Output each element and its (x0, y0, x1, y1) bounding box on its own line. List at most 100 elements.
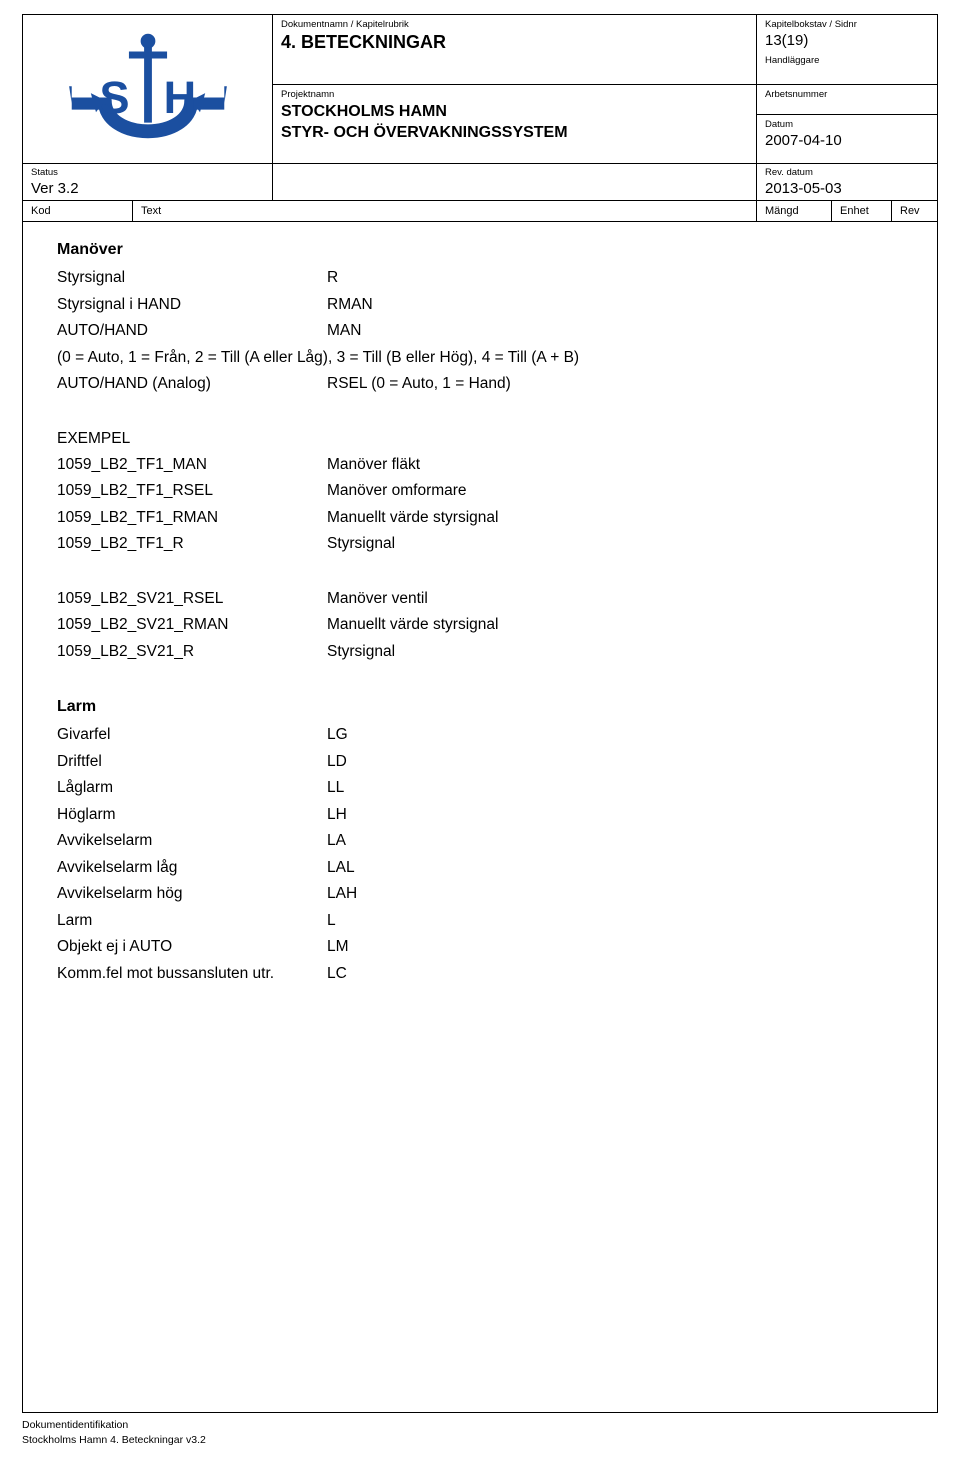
larm-val: LL (327, 777, 917, 799)
larm-key: Höglarm (57, 804, 327, 826)
arbetsnummer-label: Arbetsnummer (765, 89, 929, 100)
status-value: Ver 3.2 (31, 180, 264, 197)
manover-key: AUTO/HAND (Analog) (57, 373, 327, 395)
larm-val: LM (327, 936, 917, 958)
larm-val: LAH (327, 883, 917, 905)
project-line1: STOCKHOLMS HAMN (281, 102, 748, 122)
exempel-val: Manöver omformare (327, 480, 917, 502)
larm-val: LG (327, 724, 917, 746)
exempel-val: Manuellt värde styrsignal (327, 614, 917, 636)
larm-key: Driftfel (57, 751, 327, 773)
manover-row: Styrsignal R (57, 267, 917, 289)
section-manover-title: Manöver (57, 238, 917, 261)
larm-key: Givarfel (57, 724, 327, 746)
larm-val: L (327, 910, 917, 932)
larm-row: Avvikelselarm hög LAH (57, 883, 917, 905)
project-cell: Projektnamn STOCKHOLMS HAMN STYR- OCH ÖV… (273, 85, 757, 164)
manover-row: AUTO/HAND MAN (57, 320, 917, 342)
manover-val: R (327, 267, 917, 289)
manover-val: RSEL (0 = Auto, 1 = Hand) (327, 373, 917, 395)
revdatum-cell: Rev. datum 2013-05-03 (757, 164, 937, 200)
footer: Dokumentidentifikation Stockholms Hamn 4… (22, 1419, 938, 1446)
exempel-row: 1059_LB2_TF1_RMAN Manuellt värde styrsig… (57, 507, 917, 529)
larm-row: Larm L (57, 910, 917, 932)
footer-value: Stockholms Hamn 4. Beteckningar v3.2 (22, 1434, 938, 1446)
exempel-key: 1059_LB2_TF1_RMAN (57, 507, 327, 529)
exempel-val: Manöver fläkt (327, 454, 917, 476)
document-frame: S H Dokumentnamn / Kapitelrubrik 4. BETE… (22, 14, 938, 1413)
larm-val: LH (327, 804, 917, 826)
exempel-val: Styrsignal (327, 641, 917, 663)
larm-row: Komm.fel mot bussansluten utr. LC (57, 963, 917, 985)
larm-row: Låglarm LL (57, 777, 917, 799)
larm-row: Givarfel LG (57, 724, 917, 746)
larm-val: LAL (327, 857, 917, 879)
status-mid-cell (273, 164, 757, 200)
logo-letter-h: H (163, 72, 196, 123)
doc-name-label: Dokumentnamn / Kapitelrubrik (281, 19, 748, 30)
doc-name-value: 4. BETECKNINGAR (281, 32, 748, 53)
arbetsnummer-cell: Arbetsnummer (757, 85, 937, 115)
exempel-row: 1059_LB2_SV21_RMAN Manuellt värde styrsi… (57, 614, 917, 636)
larm-key: Avvikelselarm (57, 830, 327, 852)
exempel-key: 1059_LB2_SV21_R (57, 641, 327, 663)
header-right-stack: Arbetsnummer Datum 2007-04-10 (757, 85, 937, 164)
manover-key: AUTO/HAND (57, 320, 327, 342)
datum-cell: Datum 2007-04-10 (757, 115, 937, 153)
exempel-key: 1059_LB2_TF1_MAN (57, 454, 327, 476)
header-grid: S H Dokumentnamn / Kapitelrubrik 4. BETE… (23, 15, 937, 164)
larm-row: Avvikelselarm LA (57, 830, 917, 852)
pagenr-label: Kapitelbokstav / Sidnr (765, 19, 929, 30)
larm-row: Driftfel LD (57, 751, 917, 773)
manover-key: Styrsignal i HAND (57, 294, 327, 316)
logo-letter-s: S (99, 72, 129, 123)
pagenr-value: 13(19) (765, 32, 929, 49)
col-enhet: Enhet (832, 201, 892, 221)
larm-row: Avvikelselarm låg LAL (57, 857, 917, 879)
exempel-row: 1059_LB2_SV21_RSEL Manöver ventil (57, 588, 917, 610)
body-area: Manöver Styrsignal R Styrsignal i HAND R… (23, 222, 937, 1412)
datum-value: 2007-04-10 (765, 132, 929, 149)
revdatum-value: 2013-05-03 (765, 180, 929, 197)
col-kod: Kod (23, 201, 133, 221)
section-larm-title: Larm (57, 695, 917, 718)
col-text: Text (133, 201, 757, 221)
exempel-val: Manuellt värde styrsignal (327, 507, 917, 529)
exempel-val: Manöver ventil (327, 588, 917, 610)
manover-row: AUTO/HAND (Analog) RSEL (0 = Auto, 1 = H… (57, 373, 917, 395)
exempel-val: Styrsignal (327, 533, 917, 555)
doc-name-cell: Dokumentnamn / Kapitelrubrik 4. BETECKNI… (273, 15, 757, 85)
status-cell: Status Ver 3.2 (23, 164, 273, 200)
project-line2: STYR- OCH ÖVERVAKNINGSSYSTEM (281, 123, 748, 143)
exempel-key: 1059_LB2_SV21_RSEL (57, 588, 327, 610)
status-row: Status Ver 3.2 Rev. datum 2013-05-03 (23, 164, 937, 201)
larm-val: LC (327, 963, 917, 985)
larm-key: Avvikelselarm hög (57, 883, 327, 905)
larm-key: Komm.fel mot bussansluten utr. (57, 963, 327, 985)
handlaggar-label: Handläggare (765, 55, 929, 66)
column-headers: Kod Text Mängd Enhet Rev (23, 201, 937, 222)
manover-val: MAN (327, 320, 917, 342)
exempel-key: 1059_LB2_SV21_RMAN (57, 614, 327, 636)
manover-val: RMAN (327, 294, 917, 316)
manover-key: Styrsignal (57, 267, 327, 289)
project-label: Projektnamn (281, 89, 748, 100)
pagenr-cell: Kapitelbokstav / Sidnr 13(19) Handläggar… (757, 15, 937, 85)
larm-key: Låglarm (57, 777, 327, 799)
col-rev: Rev (892, 201, 937, 221)
exempel-key: 1059_LB2_TF1_RSEL (57, 480, 327, 502)
larm-val: LD (327, 751, 917, 773)
larm-row: Objekt ej i AUTO LM (57, 936, 917, 958)
logo-cell: S H (23, 15, 273, 163)
exempel-row: 1059_LB2_TF1_R Styrsignal (57, 533, 917, 555)
larm-key: Avvikelselarm låg (57, 857, 327, 879)
manover-row: Styrsignal i HAND RMAN (57, 294, 917, 316)
exempel-key: 1059_LB2_TF1_R (57, 533, 327, 555)
manover-fullrow: (0 = Auto, 1 = Från, 2 = Till (A eller L… (57, 347, 917, 369)
larm-key: Objekt ej i AUTO (57, 936, 327, 958)
exempel-row: 1059_LB2_TF1_RSEL Manöver omformare (57, 480, 917, 502)
footer-title: Dokumentidentifikation (22, 1419, 938, 1431)
status-label: Status (31, 167, 264, 178)
logo-icon: S H (58, 29, 238, 159)
col-mangd: Mängd (757, 201, 832, 221)
